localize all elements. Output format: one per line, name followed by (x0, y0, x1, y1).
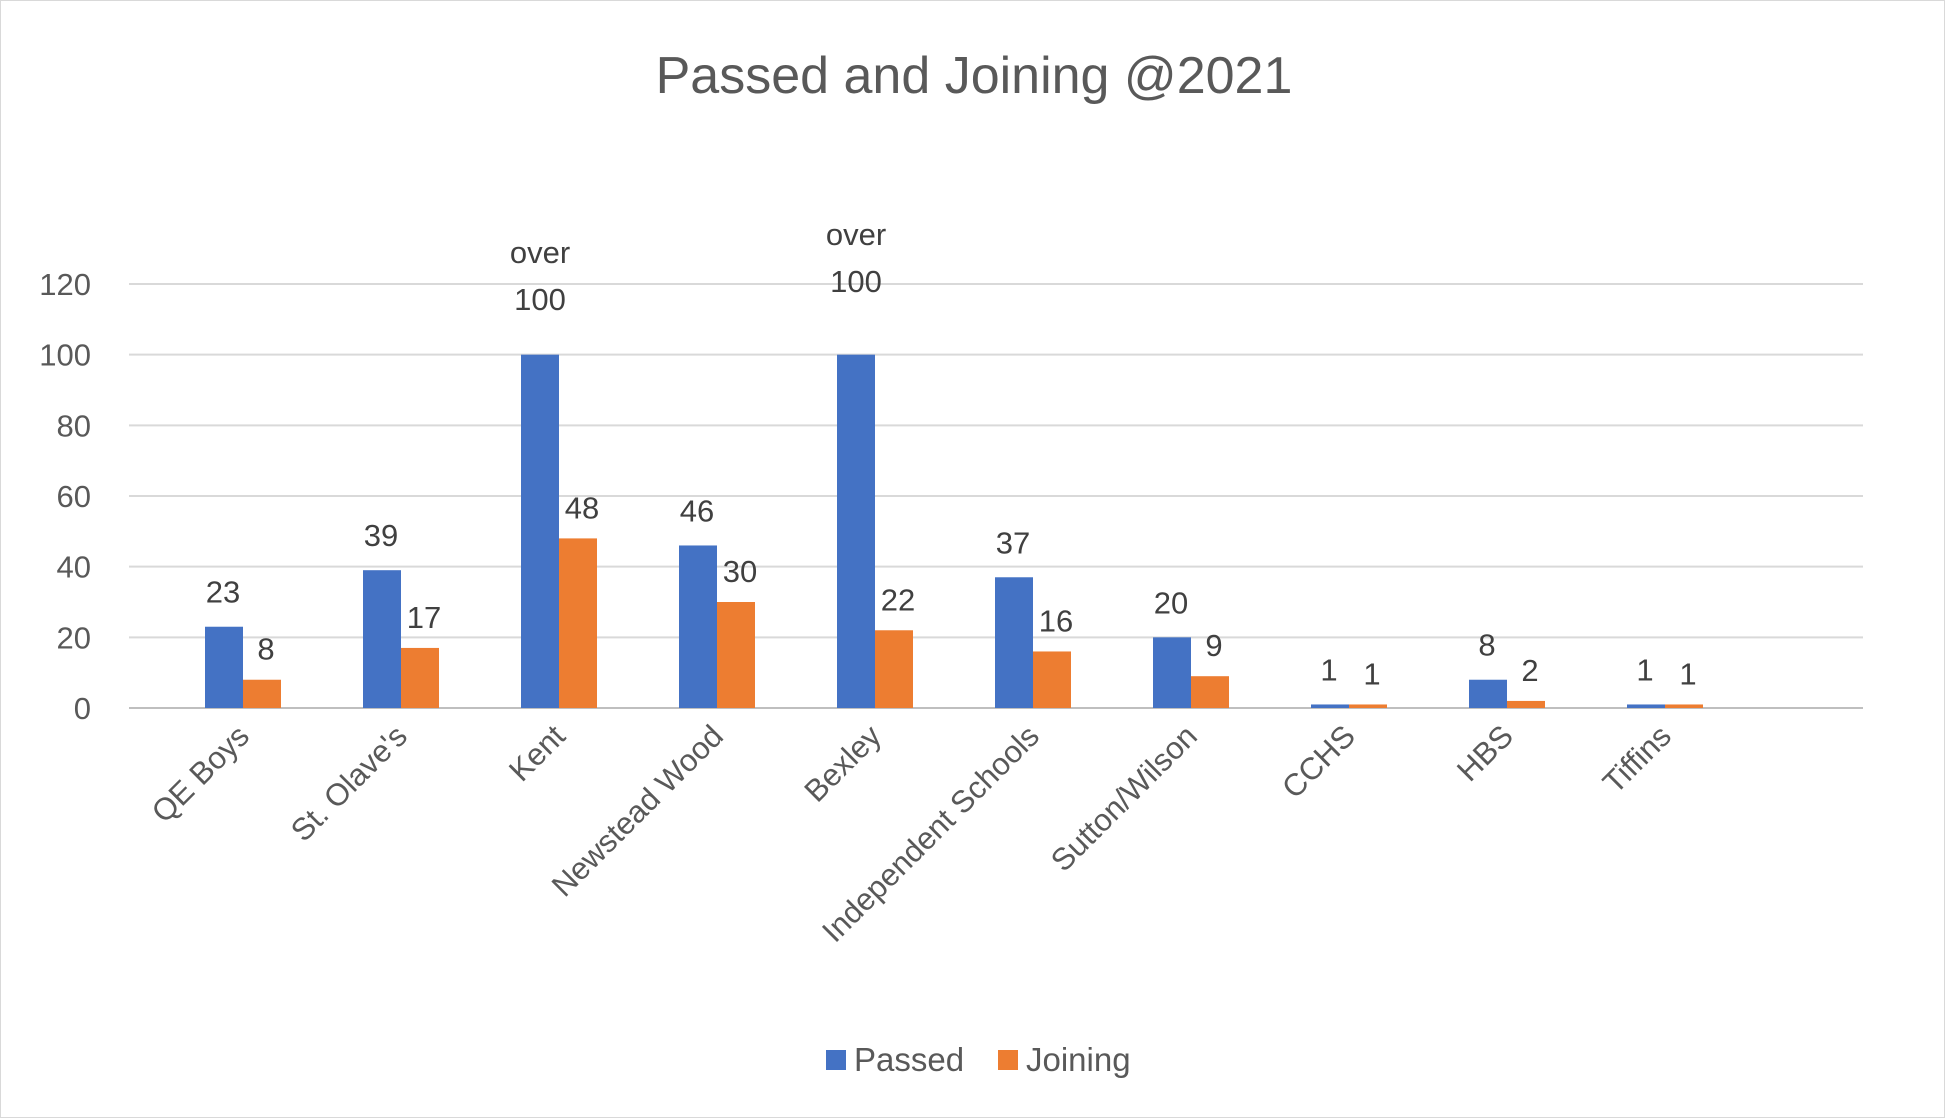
bar-passed (1469, 679, 1507, 708)
data-label: 46 (680, 493, 714, 528)
bar-joining (875, 630, 913, 708)
y-tick-label: 0 (74, 691, 91, 726)
category-label: Newstead Wood (545, 718, 730, 903)
data-label: 1 (1320, 652, 1337, 687)
legend: Passed Joining (826, 1041, 1131, 1078)
data-label: 1 (1679, 656, 1696, 691)
data-label: 22 (881, 582, 915, 617)
data-label: 9 (1205, 628, 1222, 663)
data-label: 23 (206, 575, 240, 610)
y-tick-label: 20 (57, 620, 91, 655)
y-tick-label: 60 (57, 479, 91, 514)
data-label: 8 (257, 632, 274, 667)
bar-passed (1311, 704, 1349, 708)
bar-passed (995, 577, 1033, 708)
bar-joining (1349, 704, 1387, 708)
category-label: Kent (502, 718, 572, 788)
bar-passed (837, 354, 875, 708)
legend-label-joining: Joining (1026, 1041, 1131, 1078)
data-label: 1 (1363, 656, 1380, 691)
category-label: St. Olave's (284, 718, 414, 848)
bar-joining (1665, 704, 1703, 708)
category-label: CCHS (1275, 718, 1362, 805)
bar-joining (1507, 700, 1545, 708)
data-label: 39 (364, 518, 398, 553)
legend-swatch-joining (998, 1050, 1018, 1070)
bar-passed (205, 626, 243, 708)
y-tick-label: 120 (39, 267, 91, 302)
bar-joining (559, 538, 597, 708)
bar-passed (1627, 704, 1665, 708)
data-label: 37 (996, 525, 1030, 560)
legend-swatch-passed (826, 1050, 846, 1070)
y-tick-label: 40 (57, 550, 91, 585)
bar-joining (1033, 651, 1071, 708)
data-label: over 100 (826, 217, 886, 299)
bar-joining (1191, 676, 1229, 708)
bar-passed (521, 354, 559, 708)
data-label: 2 (1521, 653, 1538, 688)
bar-passed (679, 545, 717, 708)
legend-label-passed: Passed (854, 1041, 964, 1078)
bar-joining (717, 602, 755, 708)
category-label: QE Boys (145, 718, 256, 829)
data-label: 48 (565, 490, 599, 525)
data-label: 20 (1154, 585, 1188, 620)
chart-title: Passed and Joining @2021 (656, 47, 1293, 105)
category-label: Sutton/Wilson (1044, 718, 1204, 878)
y-tick-label: 100 (39, 338, 91, 373)
data-label: 30 (723, 554, 757, 589)
category-label: Bexley (797, 718, 888, 809)
data-label: over 100 (510, 235, 570, 317)
bar-joining (401, 647, 439, 708)
gridlines (129, 283, 1863, 709)
data-label: 17 (407, 600, 441, 635)
data-label: 8 (1478, 628, 1495, 663)
bar-passed (363, 570, 401, 708)
y-tick-label: 80 (57, 408, 91, 443)
bar-passed (1153, 637, 1191, 708)
bar-joining (243, 679, 281, 708)
data-label: 16 (1039, 603, 1073, 638)
bars (205, 354, 1703, 708)
category-label: Tiffins (1596, 718, 1678, 800)
data-label: 1 (1636, 652, 1653, 687)
y-axis-ticks: 0 20 40 60 80 100 120 (39, 267, 91, 726)
category-label: HBS (1450, 718, 1520, 788)
